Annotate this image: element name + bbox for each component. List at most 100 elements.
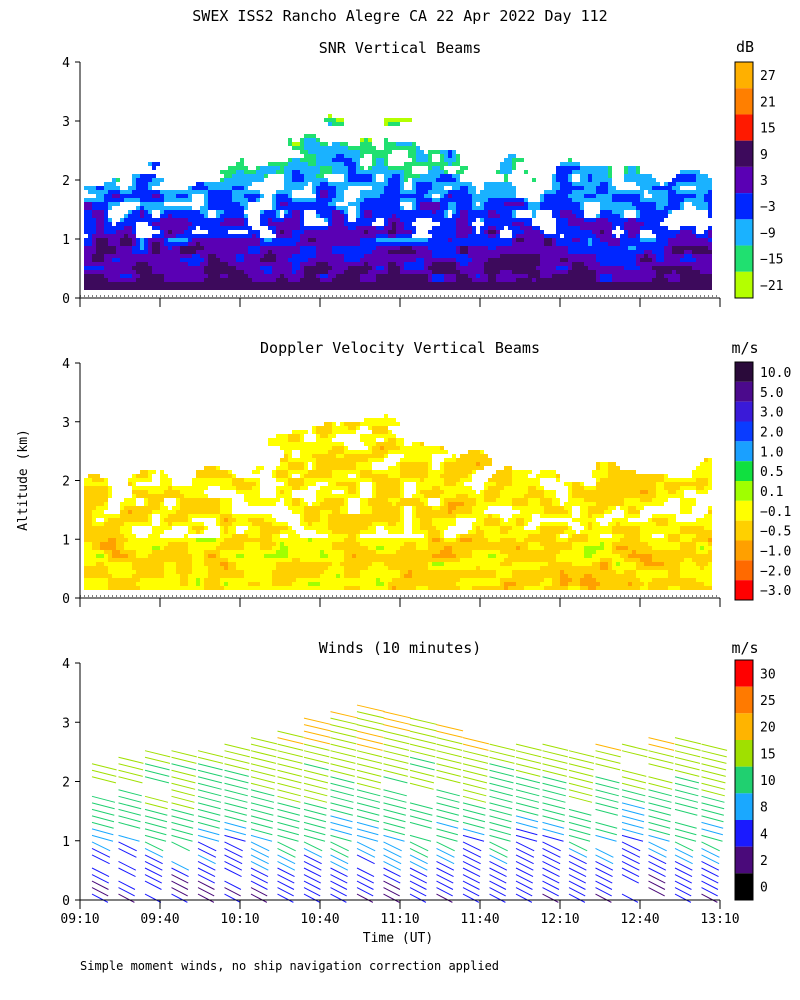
x-tick-label: 13:10 bbox=[700, 912, 739, 927]
colorbar-swatch bbox=[735, 245, 753, 272]
colorbar-label: 0.5 bbox=[760, 465, 783, 480]
colorbar-label: 15 bbox=[760, 122, 776, 137]
colorbar-label: 25 bbox=[760, 694, 776, 709]
x-tick-label: 12:10 bbox=[540, 912, 579, 927]
data-field bbox=[84, 114, 712, 290]
colorbar-swatch bbox=[735, 873, 753, 900]
colorbar-swatch bbox=[735, 481, 753, 501]
y-axis-label: Altitude (km) bbox=[16, 429, 31, 531]
colorbar-swatch bbox=[735, 540, 753, 561]
colorbar-swatch bbox=[735, 441, 753, 462]
data-field bbox=[91, 704, 728, 903]
x-axis-label: Time (UT) bbox=[363, 931, 433, 946]
colorbar-swatch bbox=[735, 820, 753, 847]
colorbar-label: 5.0 bbox=[760, 386, 783, 401]
colorbar-label: 4 bbox=[760, 827, 768, 842]
colorbar-swatch bbox=[735, 193, 753, 220]
colorbar-swatch bbox=[735, 713, 753, 740]
y-tick-label: 0 bbox=[62, 894, 70, 909]
colorbar-swatch bbox=[735, 461, 753, 481]
colorbar-swatch bbox=[735, 560, 753, 581]
y-tick-label: 1 bbox=[62, 233, 70, 248]
colorbar-label: −0.1 bbox=[760, 505, 791, 520]
doppler-colorbar-units: m/s bbox=[731, 339, 758, 357]
winds-panel: Winds (10 minutes) 0 1 2 3 4 09:10 09:40 10:10 1… bbox=[60, 639, 775, 927]
colorbar-swatch bbox=[735, 520, 753, 541]
colorbar-label: −9 bbox=[760, 226, 776, 241]
colorbar-label: 10 bbox=[760, 774, 776, 789]
x-tick-label: 11:40 bbox=[460, 912, 499, 927]
colorbar-swatch bbox=[735, 766, 753, 794]
colorbar-label: 2 bbox=[760, 854, 768, 869]
colorbar-label: −3.0 bbox=[760, 584, 791, 599]
colorbar-label: −0.5 bbox=[760, 525, 791, 540]
colorbar-label: 0.1 bbox=[760, 485, 783, 500]
colorbar-swatch bbox=[735, 846, 753, 874]
figure-title: SWEX ISS2 Rancho Alegre CA 22 Apr 2022 D… bbox=[192, 7, 607, 25]
colorbar-swatch bbox=[735, 421, 753, 442]
y-tick-label: 4 bbox=[62, 357, 70, 372]
colorbar-label: 2.0 bbox=[760, 425, 783, 440]
y-tick-label: 2 bbox=[62, 776, 70, 791]
colorbar-swatch bbox=[735, 500, 753, 521]
x-tick-label: 09:40 bbox=[140, 912, 179, 927]
x-tick-label: 11:10 bbox=[380, 912, 419, 927]
y-tick-label: 3 bbox=[62, 716, 70, 731]
y-tick-label: 4 bbox=[62, 657, 70, 672]
colorbar-swatch bbox=[735, 381, 753, 402]
colorbar-label: 0 bbox=[760, 881, 768, 896]
colorbar-swatch bbox=[735, 362, 753, 382]
colorbar-swatch bbox=[735, 580, 753, 600]
colorbar-label: 21 bbox=[760, 95, 776, 110]
colorbar-swatch bbox=[735, 166, 753, 194]
colorbar-label: 3 bbox=[760, 174, 768, 189]
doppler-plot-area: 0 1 2 3 4 bbox=[62, 357, 721, 607]
x-tick-label: 10:10 bbox=[220, 912, 259, 927]
doppler-panel-title: Doppler Velocity Vertical Beams bbox=[260, 339, 540, 357]
x-tick-label: 09:10 bbox=[60, 912, 99, 927]
winds-colorbar-units: m/s bbox=[731, 639, 758, 657]
colorbar-label: 20 bbox=[760, 721, 776, 736]
colorbar-label: 30 bbox=[760, 667, 776, 682]
colorbar-label: 10.0 bbox=[760, 366, 791, 381]
x-tick-label: 12:40 bbox=[620, 912, 659, 927]
colorbar-label: 15 bbox=[760, 747, 776, 762]
colorbar-swatch bbox=[735, 271, 753, 298]
colorbar-swatch bbox=[735, 660, 753, 687]
data-field bbox=[84, 414, 712, 590]
snr-panel: SNR Vertical Beams 0 1 2 3 4 27 21 15 9 3 −3 −9 −15… bbox=[62, 38, 783, 307]
colorbar-label: −3 bbox=[760, 200, 776, 215]
doppler-panel: Doppler Velocity Vertical Beams 0 1 2 3 4 10… bbox=[62, 339, 791, 607]
y-tick-label: 1 bbox=[62, 835, 70, 850]
colorbar-swatch bbox=[735, 740, 753, 767]
colorbar-label: −15 bbox=[760, 253, 783, 268]
colorbar-label: 1.0 bbox=[760, 445, 783, 460]
winds-plot-area: 0 1 2 3 4 09:10 09:40 10:10 10:40 11:10 11:40 12:10… bbox=[60, 657, 739, 927]
colorbar-swatch bbox=[735, 793, 753, 820]
colorbar-swatch bbox=[735, 401, 753, 422]
snr-colorbar: 27 21 15 9 3 −3 −9 −15 −21 bbox=[734, 61, 783, 299]
winds-panel-title: Winds (10 minutes) bbox=[319, 639, 482, 657]
y-tick-label: 3 bbox=[62, 115, 70, 130]
colorbar-label: −2.0 bbox=[760, 564, 791, 579]
colorbar-label: 3.0 bbox=[760, 406, 783, 421]
colorbar-swatch bbox=[735, 88, 753, 115]
doppler-colorbar: 10.0 5.0 3.0 2.0 1.0 0.5 0.1 −0.1 −0.5 −1.0 −2.0 −3… bbox=[734, 361, 791, 601]
colorbar-swatch bbox=[735, 219, 753, 246]
y-tick-label: 3 bbox=[62, 416, 70, 431]
snr-plot-area: 0 1 2 3 4 bbox=[62, 56, 721, 307]
colorbar-swatch bbox=[735, 140, 753, 167]
colorbar-swatch bbox=[735, 62, 753, 89]
colorbar-label: 8 bbox=[760, 801, 768, 816]
x-tick-label: 10:40 bbox=[300, 912, 339, 927]
y-tick-label: 4 bbox=[62, 56, 70, 71]
snr-colorbar-units: dB bbox=[736, 38, 754, 56]
colorbar-label: 9 bbox=[760, 148, 768, 163]
y-tick-label: 2 bbox=[62, 174, 70, 189]
y-tick-label: 0 bbox=[62, 292, 70, 307]
y-tick-label: 2 bbox=[62, 475, 70, 490]
colorbar-label: 27 bbox=[760, 69, 776, 84]
footnote: Simple moment winds, no ship navigation … bbox=[80, 959, 499, 973]
colorbar-swatch bbox=[735, 114, 753, 141]
